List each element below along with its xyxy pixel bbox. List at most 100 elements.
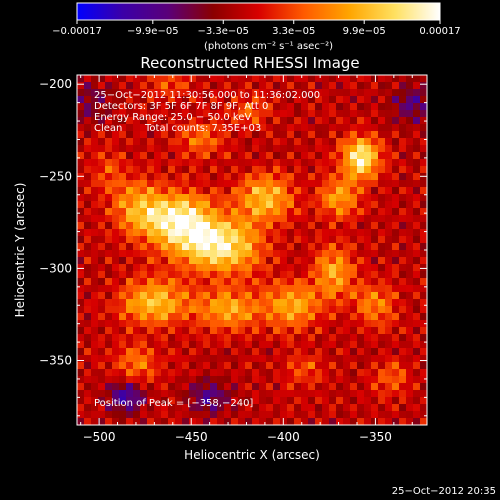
heatmap-cell: [315, 271, 323, 279]
heatmap-cell: [287, 257, 295, 265]
heatmap-cell: [420, 201, 427, 209]
heatmap-cell: [385, 145, 393, 153]
heatmap-cell: [364, 159, 372, 167]
heatmap-cell: [154, 82, 162, 90]
heatmap-cell: [329, 285, 337, 293]
heatmap-cell: [91, 103, 99, 111]
heatmap-cell: [196, 334, 204, 342]
heatmap-cell: [399, 257, 407, 265]
heatmap-cell: [280, 320, 288, 328]
heatmap-cell: [91, 152, 99, 160]
heatmap-cell: [294, 145, 302, 153]
heatmap-cell: [175, 89, 183, 97]
heatmap-cell: [357, 222, 365, 230]
heatmap-cell: [91, 313, 99, 321]
heatmap-cell: [406, 334, 414, 342]
heatmap-cell: [231, 117, 239, 125]
heatmap-cell: [140, 292, 148, 300]
heatmap-cell: [91, 334, 99, 342]
heatmap-cell: [315, 110, 323, 118]
heatmap-cell: [252, 110, 260, 118]
heatmap-cell: [315, 264, 323, 272]
heatmap-cell: [413, 327, 421, 335]
heatmap-cell: [420, 180, 427, 188]
heatmap-cell: [385, 110, 393, 118]
heatmap-cell: [224, 320, 232, 328]
heatmap-cell: [273, 299, 281, 307]
heatmap-cell: [287, 236, 295, 244]
heatmap-cell: [371, 124, 379, 132]
heatmap-cell: [105, 138, 113, 146]
heatmap-cell: [385, 124, 393, 132]
heatmap-cell: [294, 390, 302, 398]
heatmap-cell: [378, 215, 386, 223]
heatmap-cell: [308, 376, 316, 384]
heatmap-cell: [231, 306, 239, 314]
heatmap-cell: [315, 166, 323, 174]
heatmap-cell: [161, 124, 169, 132]
heatmap-cell: [147, 285, 155, 293]
heatmap-cell: [175, 250, 183, 258]
heatmap-cell: [126, 89, 134, 97]
heatmap-cell: [301, 376, 309, 384]
heatmap-cell: [189, 306, 197, 314]
heatmap-cell: [252, 215, 260, 223]
heatmap-cell: [301, 75, 309, 83]
heatmap-cell: [343, 110, 351, 118]
heatmap-cell: [336, 369, 344, 377]
heatmap-cell: [84, 271, 92, 279]
axes-ticks: −500 −450 −400 −350−200−250−300−350: [39, 75, 427, 444]
heatmap-cell: [399, 138, 407, 146]
heatmap-cell: [112, 334, 120, 342]
heatmap-cell: [98, 145, 106, 153]
heatmap-cell: [238, 320, 246, 328]
heatmap-cell: [280, 376, 288, 384]
heatmap-cell: [245, 201, 253, 209]
heatmap-cell: [406, 152, 414, 160]
heatmap-cell: [266, 418, 274, 425]
heatmap-cell: [147, 236, 155, 244]
heatmap-cell: [378, 418, 386, 425]
heatmap-cell: [161, 313, 169, 321]
heatmap-cell: [392, 383, 400, 391]
heatmap-cell: [252, 159, 260, 167]
heatmap-cell: [280, 145, 288, 153]
heatmap-cell: [196, 418, 204, 425]
heatmap-cell: [203, 411, 211, 419]
heatmap-cell: [182, 138, 190, 146]
heatmap-cell: [329, 306, 337, 314]
heatmap-cell: [259, 320, 267, 328]
heatmap-cell: [154, 75, 162, 83]
heatmap-cell: [294, 418, 302, 425]
heatmap-cell: [196, 131, 204, 139]
heatmap-cell: [399, 348, 407, 356]
heatmap-cell: [154, 145, 162, 153]
heatmap-cell: [420, 278, 427, 286]
heatmap-cell: [294, 159, 302, 167]
heatmap-cell: [112, 236, 120, 244]
heatmap-cell: [77, 334, 85, 342]
heatmap-cell: [168, 264, 176, 272]
heatmap-cell: [98, 243, 106, 251]
heatmap-cell: [280, 411, 288, 419]
heatmap-cell: [357, 103, 365, 111]
heatmap-cell: [399, 250, 407, 258]
colorbar-units: (photons cm⁻² s⁻¹ asec⁻²): [204, 41, 333, 52]
heatmap-cell: [329, 145, 337, 153]
heatmap-cell: [210, 173, 218, 181]
heatmap-cell: [238, 271, 246, 279]
heatmap-cell: [315, 145, 323, 153]
heatmap-cell: [294, 166, 302, 174]
heatmap-cell: [126, 264, 134, 272]
heatmap-cell: [210, 117, 218, 125]
heatmap-cell: [217, 124, 225, 132]
heatmap-cell: [154, 138, 162, 146]
heatmap-cell: [140, 96, 148, 104]
heatmap-cell: [112, 390, 120, 398]
heatmap-cell: [364, 110, 372, 118]
heatmap-cell: [392, 278, 400, 286]
heatmap-cell: [266, 194, 274, 202]
heatmap-cell: [294, 376, 302, 384]
heatmap-cell: [343, 145, 351, 153]
heatmap-cell: [252, 369, 260, 377]
